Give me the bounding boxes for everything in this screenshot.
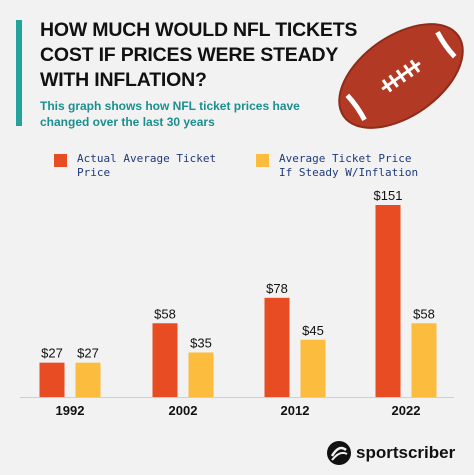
brand-name: sportscriber [356,443,456,462]
data-label-inflation-2002: $35 [190,335,212,350]
brand-logo: sportscriber [326,440,455,466]
x-tick-label-1992: 1992 [56,403,85,418]
x-tick-label-2012: 2012 [281,403,310,418]
data-label-inflation-2012: $45 [302,323,324,338]
data-label-actual-1992: $27 [41,346,63,361]
bar-chart: $27 $27 1992 $58 $35 2002 $78 $45 2012 $151 $58 202… [20,190,454,418]
legend-swatch-inflation [256,154,269,167]
data-label-actual-2002: $58 [154,306,176,321]
legend-item-actual: Actual Average Ticket Price [54,152,227,180]
legend-swatch-actual [54,154,67,167]
football-logo-icon [327,441,351,465]
data-label-actual-2012: $78 [266,281,288,296]
bar-inflation-1992 [75,362,101,397]
page-title: HOW MUCH WOULD NFL TICKETS COST IF PRICE… [40,19,358,91]
football-icon [338,23,464,129]
data-label-inflation-2022: $58 [413,306,435,321]
bar-actual-1992 [39,362,65,397]
bar-actual-2002 [152,323,178,397]
legend-label-inflation: Average Ticket Price If Steady W/Inflati… [279,152,419,179]
data-label-inflation-1992: $27 [77,346,99,361]
bar-inflation-2002 [188,352,214,397]
legend-label-actual: Actual Average Ticket Price [77,152,217,179]
accent-bar [16,20,22,126]
bar-inflation-2012 [300,339,326,397]
page-subtitle: This graph shows how NFL ticket prices h… [40,99,300,129]
bar-inflation-2022 [411,323,437,397]
x-tick-label-2022: 2022 [392,403,421,418]
data-label-actual-2022: $151 [374,190,403,203]
bar-actual-2012 [264,297,290,397]
x-tick-label-2002: 2002 [169,403,198,418]
legend-item-inflation: Average Ticket Price If Steady W/Inflati… [256,152,429,180]
bar-actual-2022 [375,205,401,397]
